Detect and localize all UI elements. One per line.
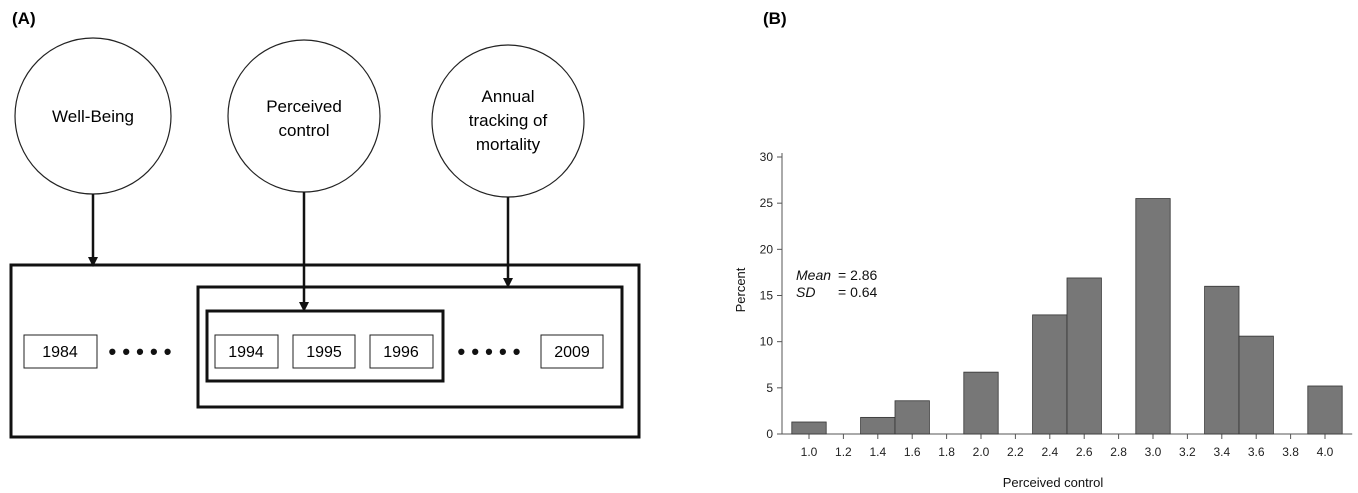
y-tick-label: 0: [766, 427, 773, 441]
x-tick-label: 3.6: [1248, 445, 1265, 459]
year-label-1996: 1996: [383, 344, 419, 361]
x-tick-label: 4.0: [1317, 445, 1334, 459]
node-perceived-control: Perceived control: [227, 39, 381, 193]
x-tick-label: 3.4: [1213, 445, 1230, 459]
x-tick-label: 2.6: [1076, 445, 1093, 459]
x-tick-label: 3.0: [1145, 445, 1162, 459]
x-axis-title: Perceived control: [1003, 475, 1104, 490]
x-tick-label: 3.2: [1179, 445, 1196, 459]
year-box-2009: 2009: [540, 334, 604, 369]
x-tick-label: 2.4: [1041, 445, 1058, 459]
ellipsis-right: • • • • •: [458, 339, 521, 364]
panel-a-label: (A): [12, 9, 36, 28]
bars: [791, 198, 1343, 435]
ellipsis-left: • • • • •: [109, 339, 172, 364]
middle-box: [196, 285, 624, 409]
histogram-bar: [1307, 385, 1343, 435]
x-tick-label: 1.8: [938, 445, 955, 459]
stats-annotation: Mean = 2.86 SD = 0.64: [796, 267, 878, 300]
y-tick-label: 25: [760, 196, 774, 210]
x-tick-label: 1.0: [801, 445, 818, 459]
histogram-bar: [791, 421, 827, 435]
node-annual-tracking-line-3: mortality: [476, 135, 541, 154]
x-tick-label: 1.6: [904, 445, 921, 459]
year-label-1984: 1984: [42, 344, 78, 361]
year-label-2009: 2009: [554, 344, 590, 361]
year-box-1995: 1995: [292, 334, 356, 369]
year-box-1994: 1994: [214, 334, 279, 369]
year-box-1984: 1984: [23, 334, 98, 369]
outer-box: [9, 263, 641, 439]
histogram-bar: [1135, 198, 1171, 435]
y-axis: 0 5 10 15 20 25 30: [760, 150, 783, 441]
inner-box: [205, 309, 445, 383]
histogram-bar: [963, 371, 999, 435]
sd-label: SD: [796, 284, 815, 300]
node-annual-tracking: Annual tracking of mortality: [431, 44, 585, 198]
year-label-1995: 1995: [306, 344, 342, 361]
histogram-bar: [1238, 335, 1274, 435]
year-label-1994: 1994: [228, 344, 264, 361]
x-tick-label: 3.8: [1282, 445, 1299, 459]
y-axis-title: Percent: [733, 267, 748, 312]
x-tick-label: 1.2: [835, 445, 852, 459]
histogram-bar: [1032, 314, 1068, 435]
y-tick-label: 5: [766, 381, 773, 395]
histogram-bar: [1204, 285, 1240, 435]
node-annual-tracking-line-1: Annual: [482, 87, 535, 106]
node-perceived-control-line-1: Perceived: [266, 97, 342, 116]
x-tick-label: 1.4: [869, 445, 886, 459]
histogram: 0 5 10 15 20 25 30 1.0 1.2 1.4 1.6 1.8 2.0 2.2 2.4 2.6…: [733, 150, 1353, 490]
sd-value: = 0.64: [838, 284, 878, 300]
node-annual-tracking-line-2: tracking of: [469, 111, 548, 130]
x-tick-label: 2.0: [973, 445, 990, 459]
node-well-being: Well-Being: [14, 37, 172, 195]
y-tick-label: 15: [760, 289, 774, 303]
x-tick-label: 2.8: [1110, 445, 1127, 459]
mean-value: = 2.86: [838, 267, 878, 283]
y-tick-label: 10: [760, 335, 774, 349]
histogram-bar: [894, 400, 930, 435]
panel-b-label: (B): [763, 9, 787, 28]
x-axis: 1.0 1.2 1.4 1.6 1.8 2.0 2.2 2.4 2.6 2.8 3.0 3.2 3.4 3…: [782, 433, 1353, 459]
node-perceived-control-line-2: control: [278, 121, 329, 140]
y-tick-label: 30: [760, 150, 774, 164]
histogram-bar: [860, 416, 896, 435]
histogram-bar: [1066, 277, 1102, 435]
y-tick-label: 20: [760, 242, 774, 256]
year-box-1996: 1996: [369, 334, 434, 369]
x-tick-label: 2.2: [1007, 445, 1024, 459]
node-well-being-line-1: Well-Being: [52, 107, 134, 126]
mean-label: Mean: [796, 267, 831, 283]
